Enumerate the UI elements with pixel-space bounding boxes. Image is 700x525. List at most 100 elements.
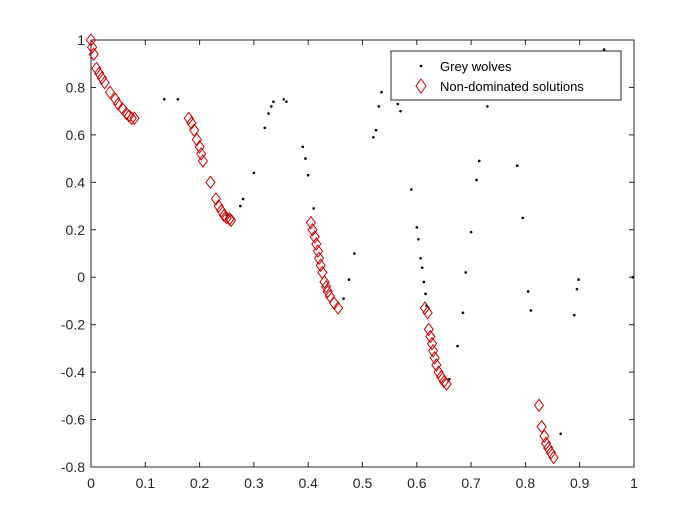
x-tick-label: 1 — [630, 475, 638, 491]
non-dominated-diamond-point — [194, 139, 205, 154]
grey-wolf-dot-point — [417, 237, 420, 241]
non-dominated-diamond-point — [539, 429, 550, 443]
legend-dot-marker — [419, 64, 423, 68]
y-tick-label: 0.8 — [66, 79, 86, 95]
grey-wolf-dot-point — [529, 309, 533, 312]
y-tick-label: -0.4 — [61, 364, 85, 380]
grey-wolf-dot-point — [176, 98, 180, 101]
non-dominated-diamond-point — [225, 213, 237, 228]
grey-wolf-dot-point — [301, 145, 305, 149]
non-dominated-diamond-point — [536, 419, 547, 434]
non-dominated-diamond-point — [110, 92, 121, 107]
x-tick-label: 0.4 — [298, 475, 318, 491]
axis-ticks: 0 0.1 0.2 0.3 0.4 0.5 0.6 0.7 0.8 0.9 1 -0.8 -0.6 -0.… — [61, 32, 638, 491]
non-dominated-diamond-point — [85, 33, 97, 47]
non-dominated-diamond-point — [313, 251, 325, 266]
x-tick-label: 0.1 — [136, 475, 156, 491]
non-dominated-diamond-point — [425, 329, 436, 344]
grey-wolf-dot-point — [420, 266, 424, 270]
non-dominated-diamond-point — [419, 301, 431, 315]
grey-wolf-dot-point — [410, 188, 413, 191]
legend-label-non-dominated: Non-dominated solutions — [440, 79, 584, 94]
grey-wolf-dot-point — [577, 278, 580, 281]
non-dominated-diamond-point — [533, 398, 545, 413]
grey-wolf-dot-point — [312, 207, 315, 210]
grey-wolf-dot-point — [486, 105, 489, 108]
non-dominated-diamond-point — [88, 47, 99, 62]
grey-wolf-dot-point — [285, 100, 288, 103]
non-dominated-diamond-point — [320, 279, 332, 294]
x-tick-label: 0.6 — [407, 475, 427, 491]
grey-wolf-dot-point — [424, 292, 427, 296]
y-tick-label: -0.8 — [61, 459, 85, 475]
legend-diamond-marker — [415, 78, 427, 94]
grey-wolf-dot-point — [304, 157, 307, 160]
non-dominated-diamond-point — [431, 358, 442, 372]
x-tick-label: 0.8 — [516, 475, 536, 491]
grey-wolf-dot-point — [572, 313, 576, 317]
non-dominated-diamond-point — [540, 436, 552, 451]
y-tick-label: 0.6 — [66, 127, 86, 143]
non-dominated-diamond-point — [332, 301, 344, 315]
x-tick-label: 0.2 — [190, 475, 210, 491]
grey-wolf-dot-point — [377, 105, 381, 108]
non-dominated-diamond-point — [312, 244, 324, 258]
grey-wolf-dot-point — [241, 197, 245, 201]
legend: Grey wolves Non-dominated solutions — [390, 50, 622, 101]
y-tick-label: 0 — [77, 269, 85, 285]
non-dominated-diamond-point — [311, 237, 322, 251]
grey-wolf-dot-point — [269, 105, 273, 108]
non-dominated-diamond-point — [422, 305, 433, 320]
non-dominated-diamond-point — [94, 66, 105, 81]
non-dominated-diamond-point — [224, 212, 235, 226]
grey-wolf-dot-point — [559, 432, 562, 436]
x-tick-label: 0.5 — [353, 475, 373, 491]
non-dominated-diamond-point — [427, 343, 439, 358]
y-tick-label: 1 — [77, 32, 85, 48]
grey-wolf-dot-point — [272, 100, 275, 103]
non-dominated-diamond-point — [123, 109, 135, 123]
non-dominated-diamond-point — [436, 370, 447, 384]
non-dominated-diamond-point — [113, 97, 124, 111]
non-dominated-diamond-point — [126, 111, 137, 126]
non-dominated-diamond-point — [548, 450, 559, 465]
grey-wolf-dot-point — [515, 164, 519, 168]
legend-box — [390, 50, 622, 101]
y-tick-label: 0.2 — [66, 222, 86, 238]
y-tick-label: -0.6 — [61, 412, 85, 428]
non-dominated-diamond-point — [99, 75, 110, 90]
non-dominated-diamond-point — [218, 208, 230, 223]
grey-wolf-dot-point — [399, 109, 402, 113]
non-dominated-diamond-point — [545, 445, 557, 460]
x-tick-label: 0.3 — [244, 475, 264, 491]
grey-wolf-dot-point — [477, 159, 481, 163]
x-tick-label: 0.7 — [461, 475, 481, 491]
non-dominated-diamond-point — [319, 275, 330, 289]
grey-wolf-dot-point — [239, 204, 242, 208]
non-dominated-diamond-point — [104, 85, 116, 100]
non-dominated-diamond-point — [191, 132, 203, 147]
non-dominated-diamond-point — [305, 215, 317, 230]
non-dominated-diamond-point — [438, 374, 450, 389]
grey-wolf-dot-point — [602, 48, 606, 51]
non-dominated-diamond-point — [91, 61, 102, 76]
grey-wolf-dot-point — [372, 135, 375, 139]
non-dominated-diamond-point — [86, 40, 98, 54]
grey-wolf-dot-point — [396, 102, 400, 106]
grey-wolf-dot-point — [415, 226, 419, 229]
legend-label-grey-wolves: Grey wolves — [440, 59, 512, 74]
non-dominated-diamond-point — [196, 147, 207, 161]
non-dominated-diamond-point — [315, 258, 326, 273]
grey-wolf-dot-point — [469, 230, 473, 234]
grey-wolf-dot-point — [306, 173, 310, 177]
non-dominated-diamond-point — [433, 365, 444, 379]
grey-wolf-dot-point — [380, 90, 383, 94]
grey-wolf-dot-point — [374, 128, 378, 132]
non-dominated-diamond-point — [129, 111, 140, 126]
grey-wolf-dot-point — [526, 290, 530, 293]
non-dominated-diamond-point — [205, 175, 216, 190]
y-tick-label: 0.4 — [66, 174, 86, 190]
non-dominated-diamond-point — [96, 71, 107, 85]
non-dominated-diamond-point — [189, 123, 200, 137]
